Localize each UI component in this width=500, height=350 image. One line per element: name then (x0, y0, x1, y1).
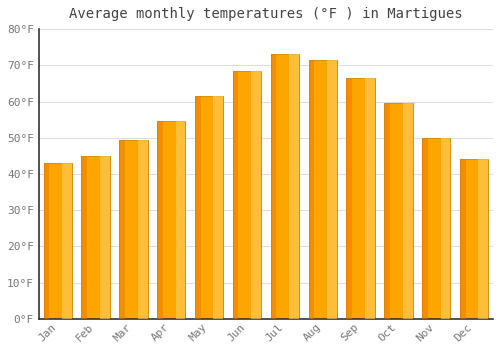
Bar (402, 103, 412, 319)
Bar (270, 54, 276, 319)
Bar (252, 71, 261, 319)
Title: Average monthly temperatures (°F ) in Martigues: Average monthly temperatures (°F ) in Ma… (69, 7, 462, 21)
Bar (157, 121, 186, 319)
Bar (233, 71, 238, 319)
Bar (460, 160, 466, 319)
Bar (422, 138, 428, 319)
Bar (44, 163, 72, 319)
Bar (119, 140, 125, 319)
Bar (384, 103, 412, 319)
Bar (119, 140, 148, 319)
Bar (214, 96, 224, 319)
Bar (440, 138, 450, 319)
Bar (478, 160, 488, 319)
Bar (233, 71, 261, 319)
Bar (346, 78, 375, 319)
Bar (62, 163, 72, 319)
Bar (82, 156, 110, 319)
Bar (308, 60, 337, 319)
Bar (157, 121, 163, 319)
Bar (100, 156, 110, 319)
Bar (308, 60, 314, 319)
Bar (422, 138, 450, 319)
Bar (346, 78, 352, 319)
Bar (176, 121, 186, 319)
Bar (195, 96, 200, 319)
Bar (138, 140, 147, 319)
Bar (44, 163, 49, 319)
Bar (327, 60, 337, 319)
Bar (82, 156, 87, 319)
Bar (365, 78, 375, 319)
Bar (460, 160, 488, 319)
Bar (270, 54, 299, 319)
Bar (384, 103, 390, 319)
Bar (289, 54, 299, 319)
Bar (195, 96, 224, 319)
